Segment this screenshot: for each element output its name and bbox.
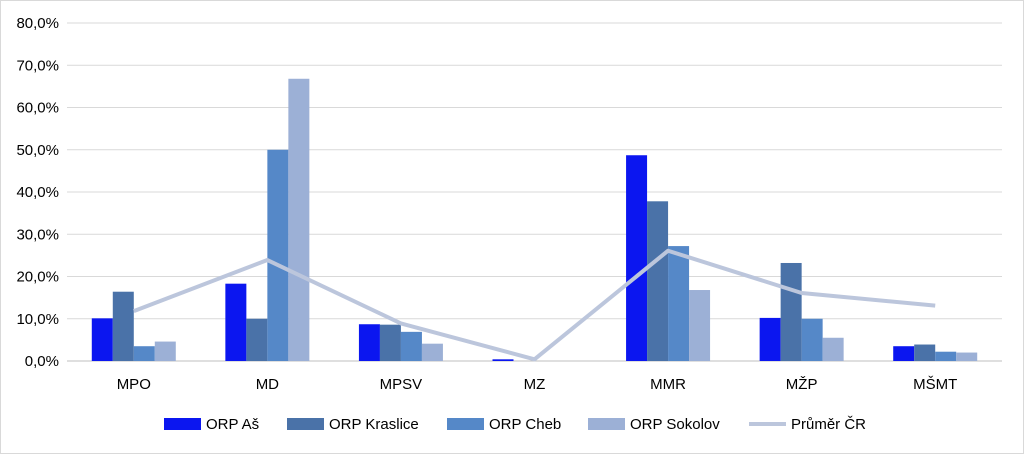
legend-swatch — [287, 418, 324, 430]
average-line — [133, 248, 936, 362]
legend-swatch — [164, 418, 201, 430]
x-category-label: MPO — [117, 376, 151, 393]
x-category-label: MMR — [650, 376, 686, 393]
bar — [935, 351, 957, 361]
bar — [267, 149, 289, 361]
y-tick-label: 70,0% — [16, 57, 59, 74]
x-category-label: MZ — [524, 376, 546, 393]
legend-label: ORP Cheb — [489, 416, 561, 433]
bar — [91, 318, 113, 361]
bar — [288, 78, 310, 362]
y-tick-label: 0,0% — [25, 353, 59, 370]
y-tick-label: 60,0% — [16, 100, 59, 117]
legend-swatch — [588, 418, 625, 430]
bar — [893, 346, 915, 361]
legend-label: ORP Aš — [206, 416, 259, 433]
bar — [133, 346, 155, 361]
legend-label: ORP Sokolov — [630, 416, 720, 433]
bar — [400, 331, 422, 361]
bar — [225, 283, 247, 361]
bars — [91, 78, 978, 362]
bar — [689, 290, 711, 361]
bar — [780, 262, 802, 361]
y-tick-label: 40,0% — [16, 184, 59, 201]
bar — [956, 352, 978, 361]
x-category-label: MD — [256, 376, 279, 393]
bar — [421, 343, 443, 361]
average-line-layer — [133, 248, 936, 362]
bar — [668, 246, 690, 361]
bar — [647, 201, 669, 361]
x-category-label: MŽP — [786, 376, 818, 393]
bar — [914, 344, 936, 361]
bar — [379, 324, 401, 361]
y-tick-label: 30,0% — [16, 226, 59, 243]
bar — [112, 291, 134, 361]
legend-swatch — [447, 418, 484, 430]
x-axis-labels: MPO MD MPSV MZ MMR MŽP MŠMT — [117, 376, 958, 393]
y-tick-label: 10,0% — [16, 311, 59, 328]
y-tick-label: 50,0% — [16, 142, 59, 159]
bar — [154, 341, 176, 361]
bar — [358, 324, 380, 361]
bar — [822, 337, 844, 361]
x-category-label: MŠMT — [913, 376, 957, 393]
gridlines — [67, 22, 1002, 362]
legend-label: ORP Kraslice — [329, 416, 419, 433]
legend-label: Průměr ČR — [791, 416, 866, 433]
bar — [801, 318, 823, 361]
y-axis-ticks: 0,0% 10,0% 20,0% 30,0% 40,0% 50,0% 60,0% 70,0% 8… — [16, 15, 59, 370]
bar — [759, 317, 781, 361]
bar — [626, 155, 648, 361]
x-category-label: MPSV — [380, 376, 423, 393]
y-tick-label: 20,0% — [16, 269, 59, 286]
legend: ORP Aš ORP Kraslice ORP Cheb ORP Sokolov Prů… — [164, 416, 866, 433]
y-tick-label: 80,0% — [16, 15, 59, 32]
bar — [492, 359, 514, 361]
bar — [246, 318, 268, 361]
